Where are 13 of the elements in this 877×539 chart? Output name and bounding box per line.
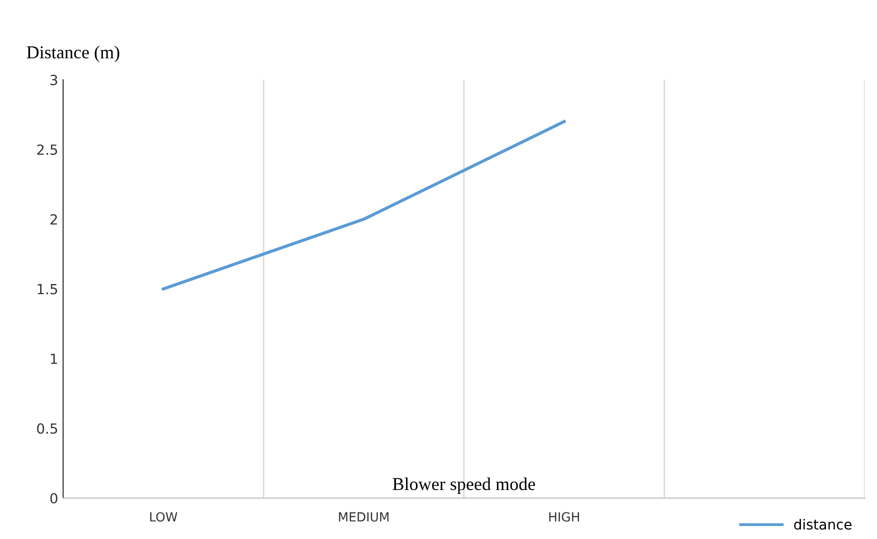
y-tick-label: 1.5 [38, 284, 58, 294]
y-tick-label: 3 [50, 74, 58, 86]
y-tick-label: 2 [50, 214, 57, 224]
y-axis-title: Distance (m) [26, 46, 120, 62]
y-tick-label: 1 [50, 354, 57, 364]
x-tick-label: HIGH [549, 512, 579, 522]
legend-label: distance [794, 518, 852, 530]
x-tick-label: MEDIUM [338, 512, 388, 522]
y-tick-label: 2.5 [37, 144, 58, 155]
x-tick-label: LOW [150, 512, 178, 522]
y-tick-label: 0 [50, 493, 58, 504]
x-axis-title: Blower speed mode [392, 477, 536, 494]
y-tick-label: 0.5 [37, 423, 58, 434]
